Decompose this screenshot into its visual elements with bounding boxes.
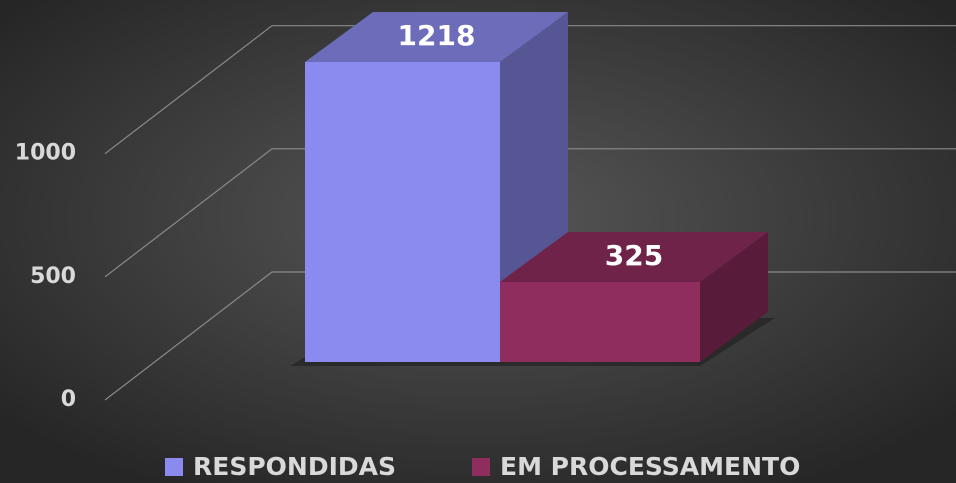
bar-side: [700, 231, 768, 362]
y-tick-label: 0: [61, 387, 76, 412]
legend-label: EM PROCESSAMENTO: [500, 452, 800, 481]
bar: [500, 281, 700, 362]
bar: [305, 61, 500, 362]
value-label: 325: [605, 239, 663, 272]
grid-line: [104, 148, 956, 278]
legend-label: RESPONDIDAS: [193, 452, 396, 481]
bar-top: [500, 231, 768, 282]
bar-top: [305, 11, 568, 62]
y-tick-label: 500: [30, 264, 76, 289]
value-label: 1218: [398, 19, 476, 52]
grid-line: [104, 25, 956, 155]
legend-swatch: [472, 458, 490, 476]
legend-swatch: [165, 458, 183, 476]
y-tick-label: 1000: [15, 141, 76, 166]
